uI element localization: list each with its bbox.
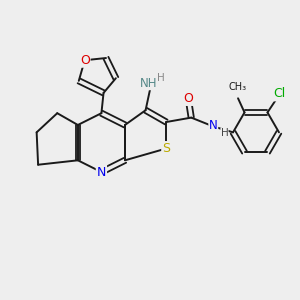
Text: Cl: Cl [273,87,285,101]
Text: H: H [157,74,165,83]
Text: NH: NH [140,77,157,90]
Text: N: N [97,166,106,178]
Text: H: H [220,128,228,138]
Text: O: O [80,54,90,67]
Text: N: N [209,119,218,132]
Text: O: O [183,92,193,105]
Text: CH₃: CH₃ [229,82,247,92]
Text: S: S [162,142,170,155]
